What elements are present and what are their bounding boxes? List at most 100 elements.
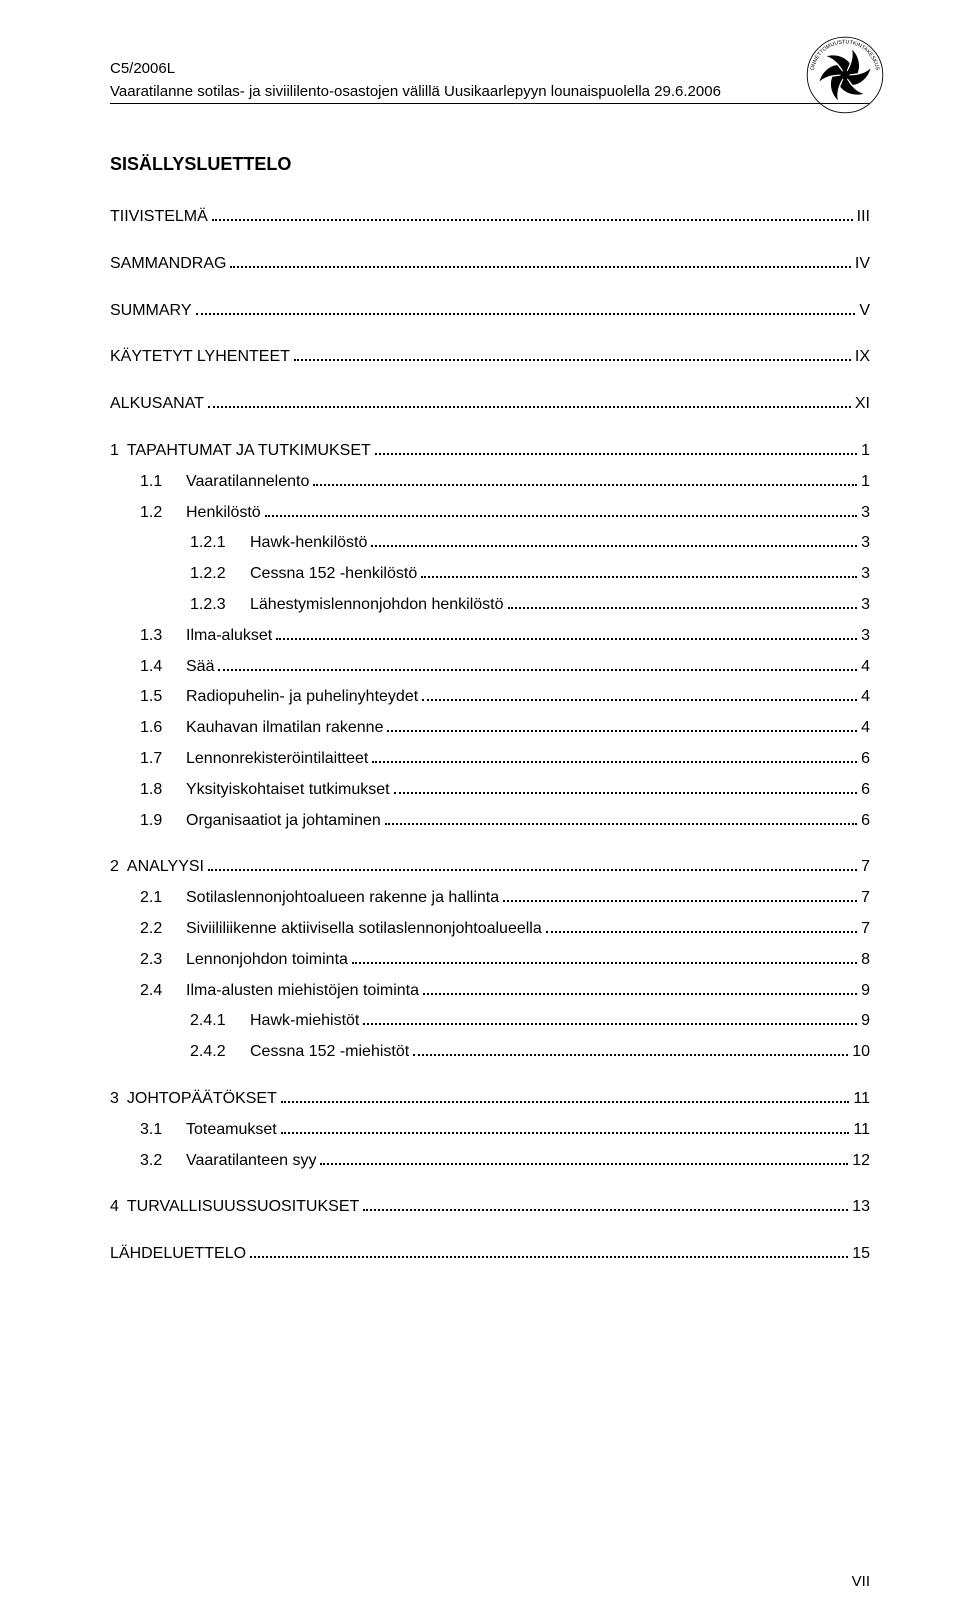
toc-entry: 2.4Ilma-alusten miehistöjen toiminta9 bbox=[110, 979, 870, 1004]
seal-logo-icon: ONNETTOMUUSTUTKINTAKESKUS bbox=[800, 30, 890, 125]
toc-entry-number: 1.2.2 bbox=[190, 562, 250, 587]
toc-entry-page: 9 bbox=[861, 1009, 870, 1034]
toc-entry-number: 2.4 bbox=[140, 979, 186, 1004]
toc-entry: 1.2Henkilöstö3 bbox=[110, 501, 870, 526]
toc-entry-page: V bbox=[859, 299, 870, 324]
toc-entry-page: 1 bbox=[861, 439, 870, 464]
dot-leader bbox=[250, 1256, 848, 1258]
toc-entry: 1TAPAHTUMAT JA TUTKIMUKSET1 bbox=[110, 439, 870, 464]
toc-entry: 2.4.2Cessna 152 -miehistöt10 bbox=[110, 1040, 870, 1065]
toc-entry: 1.4Sää4 bbox=[110, 655, 870, 680]
dot-leader bbox=[508, 607, 858, 609]
toc-entry-number: 3.2 bbox=[140, 1149, 186, 1174]
toc-entry-number: 2.4.1 bbox=[190, 1009, 250, 1034]
toc-entry-label: Kauhavan ilmatilan rakenne bbox=[186, 716, 383, 741]
toc-entry: LÄHDELUETTELO 15 bbox=[110, 1242, 870, 1267]
toc-entry-page: 3 bbox=[861, 531, 870, 556]
toc-entry-number: 1.2.1 bbox=[190, 531, 250, 556]
toc-entry-page: 3 bbox=[861, 593, 870, 618]
toc-entry-label: Vaaratilanteen syy bbox=[186, 1149, 316, 1174]
toc-entry-label: KÄYTETYT LYHENTEET bbox=[110, 345, 290, 370]
dot-leader bbox=[503, 900, 857, 902]
toc-entry-page: 11 bbox=[853, 1118, 870, 1143]
toc-entry-label: TIIVISTELMÄ bbox=[110, 205, 208, 230]
dot-leader bbox=[363, 1209, 848, 1211]
toc-entry-number: 1.3 bbox=[140, 624, 186, 649]
toc-entry-page: 6 bbox=[861, 778, 870, 803]
dot-leader bbox=[546, 931, 857, 933]
toc-entry: 1.2.2Cessna 152 -henkilöstö3 bbox=[110, 562, 870, 587]
toc-entry-page: 12 bbox=[852, 1149, 870, 1174]
toc-entry-number: 2 bbox=[110, 855, 127, 880]
toc-entry-page: 7 bbox=[861, 917, 870, 942]
table-of-contents: TIIVISTELMÄIIISAMMANDRAGIVSUMMARYVKÄYTET… bbox=[110, 205, 870, 1267]
toc-entry-page: 11 bbox=[853, 1087, 870, 1112]
toc-entry-label: Ilma-alukset bbox=[186, 624, 272, 649]
toc-entry-number: 1.5 bbox=[140, 685, 186, 710]
dot-leader bbox=[208, 869, 857, 871]
toc-entry-page: 4 bbox=[861, 655, 870, 680]
toc-entry-page: 7 bbox=[861, 886, 870, 911]
toc-entry-page: 7 bbox=[861, 855, 870, 880]
dot-leader bbox=[320, 1163, 848, 1165]
toc-title: SISÄLLYSLUETTELO bbox=[110, 154, 870, 175]
toc-entry-label: JOHTOPÄÄTÖKSET bbox=[127, 1087, 277, 1112]
toc-entry-number: 1.4 bbox=[140, 655, 186, 680]
toc-entry: 1.2.3Lähestymislennonjohdon henkilöstö3 bbox=[110, 593, 870, 618]
toc-entry-page: 6 bbox=[861, 809, 870, 834]
toc-entry-number: 1.7 bbox=[140, 747, 186, 772]
toc-entry-label: Ilma-alusten miehistöjen toiminta bbox=[186, 979, 419, 1004]
toc-entry: 1.3Ilma-alukset3 bbox=[110, 624, 870, 649]
toc-entry-label: Hawk-miehistöt bbox=[250, 1009, 359, 1034]
toc-entry-number: 2.1 bbox=[140, 886, 186, 911]
toc-entry: 3JOHTOPÄÄTÖKSET11 bbox=[110, 1087, 870, 1112]
toc-entry: KÄYTETYT LYHENTEETIX bbox=[110, 345, 870, 370]
page-number: VII bbox=[852, 1573, 870, 1590]
toc-entry-label: Yksityiskohtaiset tutkimukset bbox=[186, 778, 390, 803]
header: C5/2006L ONNETTOMUUSTUTKINTAKE bbox=[110, 60, 870, 77]
toc-entry: 2.1Sotilaslennonjohtoalueen rakenne ja h… bbox=[110, 886, 870, 911]
toc-entry-page: 15 bbox=[852, 1242, 870, 1267]
toc-entry: 1.1Vaaratilannelento1 bbox=[110, 470, 870, 495]
toc-entry-label: Radiopuhelin- ja puhelinyhteydet bbox=[186, 685, 418, 710]
toc-entry: 2.2Siviililiikenne aktiivisella sotilasl… bbox=[110, 917, 870, 942]
toc-entry: 1.9Organisaatiot ja johtaminen6 bbox=[110, 809, 870, 834]
toc-entry: ALKUSANATXI bbox=[110, 392, 870, 417]
toc-entry-number: 2.4.2 bbox=[190, 1040, 250, 1065]
toc-entry-label: ANALYYSI bbox=[127, 855, 204, 880]
dot-leader bbox=[422, 699, 857, 701]
toc-entry-number: 3.1 bbox=[140, 1118, 186, 1143]
dot-leader bbox=[208, 406, 851, 408]
toc-entry: 4TURVALLISUUSSUOSITUKSET13 bbox=[110, 1195, 870, 1220]
dot-leader bbox=[352, 962, 857, 964]
toc-entry-page: 4 bbox=[861, 716, 870, 741]
toc-entry: 1.6Kauhavan ilmatilan rakenne 4 bbox=[110, 716, 870, 741]
toc-entry: 1.8Yksityiskohtaiset tutkimukset6 bbox=[110, 778, 870, 803]
dot-leader bbox=[372, 761, 857, 763]
toc-entry-page: 13 bbox=[852, 1195, 870, 1220]
dot-leader bbox=[218, 669, 857, 671]
toc-entry-label: TAPAHTUMAT JA TUTKIMUKSET bbox=[127, 439, 371, 464]
toc-entry: SAMMANDRAGIV bbox=[110, 252, 870, 277]
toc-entry: 2.4.1Hawk-miehistöt 9 bbox=[110, 1009, 870, 1034]
toc-entry-number: 1.2 bbox=[140, 501, 186, 526]
toc-entry-page: 1 bbox=[861, 470, 870, 495]
toc-entry-label: LÄHDELUETTELO bbox=[110, 1242, 246, 1267]
toc-entry-page: 4 bbox=[861, 685, 870, 710]
toc-entry-label: TURVALLISUUSSUOSITUKSET bbox=[127, 1195, 359, 1220]
toc-entry: 1.7Lennonrekisteröintilaitteet6 bbox=[110, 747, 870, 772]
toc-entry-label: Hawk-henkilöstö bbox=[250, 531, 367, 556]
toc-entry: 3.1Toteamukset11 bbox=[110, 1118, 870, 1143]
document-page: C5/2006L ONNETTOMUUSTUTKINTAKE bbox=[0, 0, 960, 1620]
toc-entry-label: Cessna 152 -henkilöstö bbox=[250, 562, 417, 587]
toc-entry-number: 1.9 bbox=[140, 809, 186, 834]
toc-entry-number: 1.6 bbox=[140, 716, 186, 741]
toc-entry-label: Lennonrekisteröintilaitteet bbox=[186, 747, 368, 772]
toc-entry-label: Henkilöstö bbox=[186, 501, 261, 526]
toc-entry-page: 8 bbox=[861, 948, 870, 973]
dot-leader bbox=[413, 1054, 848, 1056]
toc-entry-label: ALKUSANAT bbox=[110, 392, 204, 417]
toc-entry-page: IV bbox=[855, 252, 870, 277]
toc-entry-label: Vaaratilannelento bbox=[186, 470, 309, 495]
toc-entry: 2ANALYYSI 7 bbox=[110, 855, 870, 880]
